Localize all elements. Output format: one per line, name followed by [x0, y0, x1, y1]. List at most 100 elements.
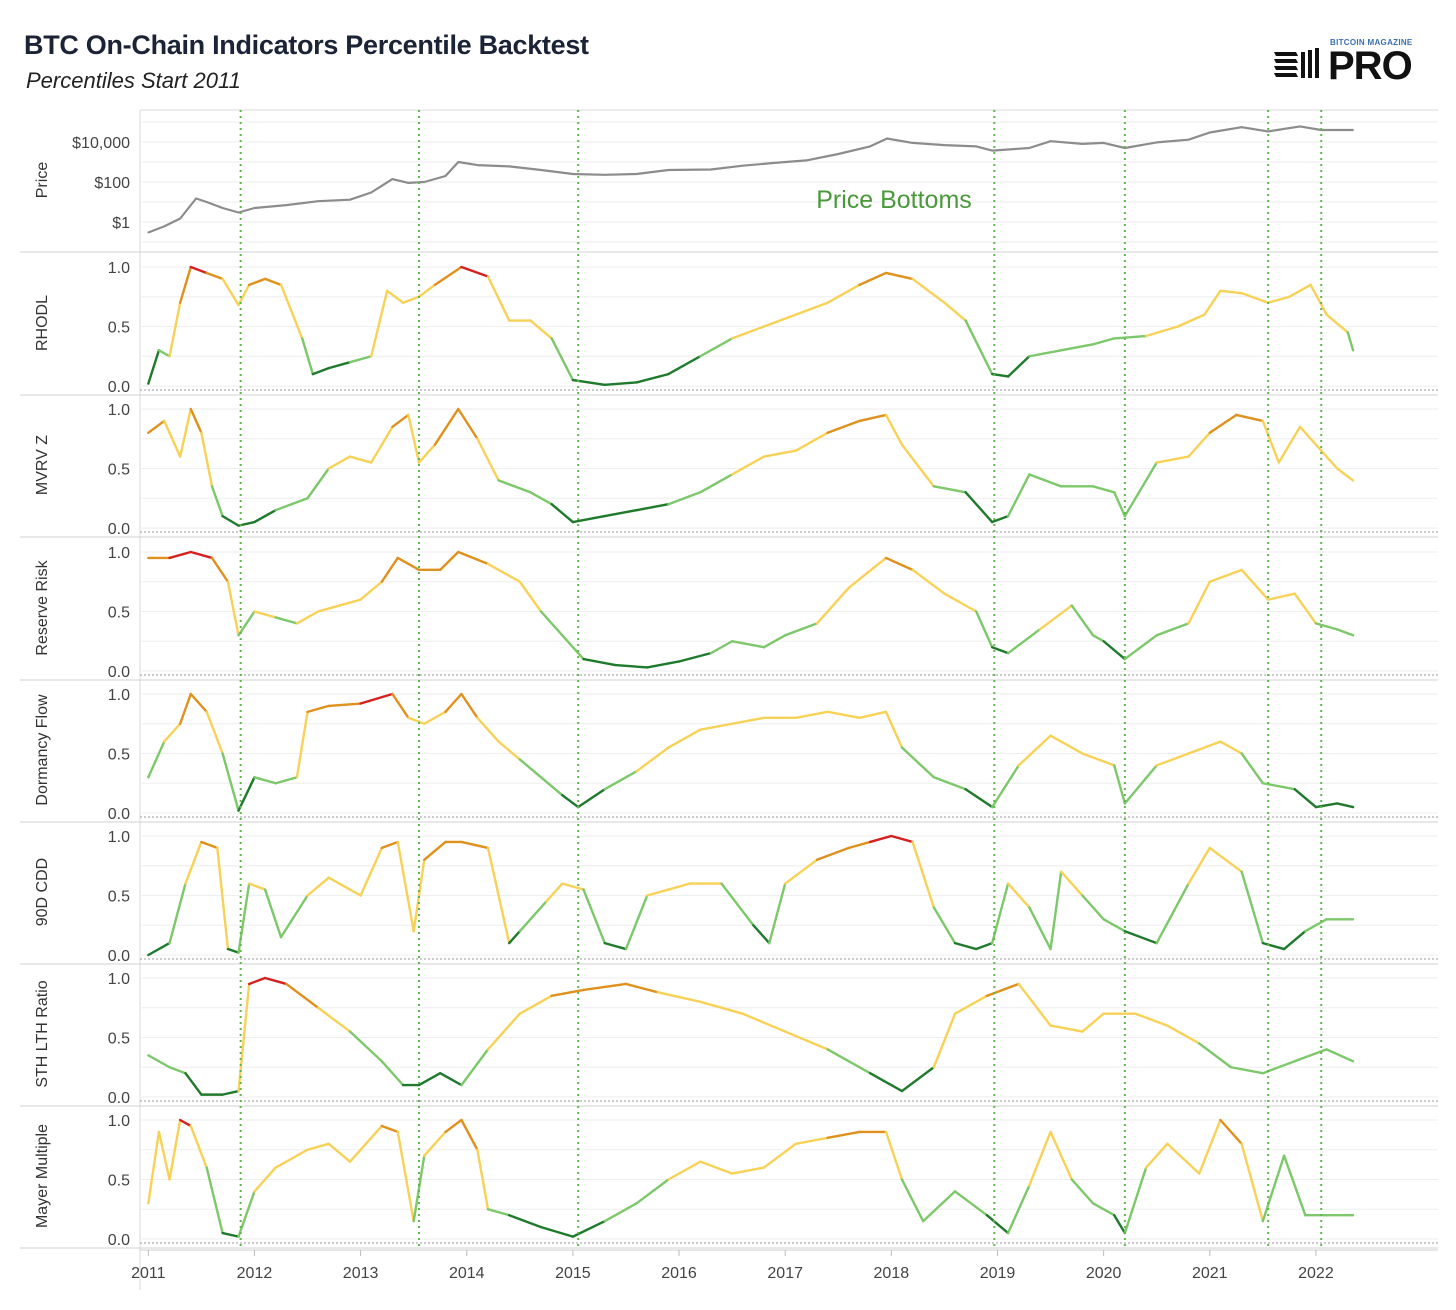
mvrv-z-series-segment [1335, 467, 1355, 482]
rhodl-series-segment [730, 325, 766, 340]
90d-cdd-series-segment [1240, 870, 1265, 945]
mvrv-z-series-segment [571, 514, 606, 524]
mvrv-z-series-segment [348, 455, 373, 464]
price-point [1299, 125, 1301, 128]
panel-label-mayer-multiple: Mayer Multiple [34, 1124, 51, 1228]
90d-cdd-series-segment [247, 882, 267, 891]
mayer-multiple-series-segment [1219, 1118, 1243, 1146]
mayer-multiple-series-segment [205, 1166, 224, 1235]
mayer-multiple-series-segment [444, 1118, 463, 1134]
90d-cdd-series-segment [1006, 882, 1031, 909]
mvrv-z-series-segment [253, 508, 277, 524]
dormancy-flow-series-segment [497, 740, 522, 761]
x-tick-label: 2013 [343, 1265, 379, 1282]
panel-label-reserve-risk: Reserve Risk [34, 559, 51, 655]
rhodl-series-segment [550, 337, 575, 382]
mvrv-z-series-segment [1314, 443, 1339, 470]
rhodl-series-segment [964, 319, 994, 376]
mayer-multiple-series-segment [157, 1130, 171, 1181]
mayer-multiple-series-segment [168, 1118, 182, 1181]
sth-lth-ratio-series-segment [985, 982, 1020, 998]
mayer-multiple-series-segment [1113, 1213, 1127, 1235]
sth-lth-ratio-series-segment [932, 1012, 957, 1069]
price-point [1240, 126, 1243, 129]
90d-cdd-series-segment [423, 840, 447, 861]
rhodl-series-segment [370, 289, 389, 358]
dormancy-flow-series-segment [327, 702, 362, 708]
dormancy-flow-series-segment [1314, 802, 1339, 809]
price-point [635, 173, 638, 175]
rhodl-series-segment [826, 283, 861, 304]
price-point [457, 161, 460, 163]
sth-lth-ratio-series-segment [1134, 1012, 1169, 1027]
price-point [667, 169, 670, 171]
dormancy-flow-series-segment [539, 776, 564, 797]
mvrv-z-series-segment [1123, 461, 1158, 518]
sth-lth-ratio-series-segment [348, 1030, 384, 1063]
rhodl-series-segment [147, 349, 161, 385]
mvrv-z-series-segment [407, 413, 421, 464]
y-tick-label: 0.5 [108, 747, 130, 764]
mayer-multiple-series-segment [380, 1124, 399, 1134]
mayer-multiple-series-segment [147, 1130, 161, 1205]
reserve-risk-series-segment [1155, 622, 1190, 637]
mayer-multiple-series-segment [730, 1166, 766, 1175]
reserve-risk-series-segment [815, 586, 851, 625]
dormancy-flow-series-segment [518, 758, 543, 779]
sth-lth-ratio-series-segment [221, 1089, 240, 1096]
dormancy-flow-series-segment [1293, 788, 1318, 809]
reserve-risk-series-segment [709, 640, 734, 655]
mayer-multiple-series-segment [476, 1148, 490, 1211]
mvrv-z-series-segment [667, 491, 702, 506]
mvrv-z-series-segment [327, 455, 352, 470]
mvrv-z-series-segment [900, 443, 935, 488]
rhodl-series-segment [1309, 283, 1328, 316]
price-point [205, 201, 208, 203]
dormancy-flow-series-segment [1081, 752, 1116, 767]
price-point [508, 165, 511, 168]
90d-cdd-series-segment [1028, 906, 1052, 951]
mayer-multiple-series-segment [508, 1213, 543, 1229]
mayer-multiple-series-segment [306, 1142, 330, 1151]
dormancy-flow-series-segment [900, 746, 935, 779]
rhodl-series-segment [884, 271, 914, 281]
dormancy-flow-series-segment [884, 710, 904, 749]
90d-cdd-series-segment [561, 882, 585, 891]
price-point [476, 164, 479, 166]
chart-subtitle: Percentiles Start 2011 [26, 68, 241, 93]
rhodl-series-segment [327, 361, 352, 370]
90d-cdd-series-segment [508, 930, 522, 945]
reserve-risk-series-segment [1123, 634, 1158, 661]
dormancy-flow-series-segment [964, 788, 994, 809]
dormancy-flow-series-segment [163, 722, 182, 743]
90d-cdd-series-segment [168, 882, 187, 945]
y-tick-label: 0.0 [108, 1232, 130, 1249]
dormancy-flow-series-segment [391, 692, 410, 719]
rhodl-series-segment [205, 271, 224, 281]
90d-cdd-series-segment [890, 834, 914, 844]
x-tick-label: 2021 [1192, 1265, 1228, 1282]
mayer-multiple-series-segment [178, 1118, 192, 1128]
dormancy-flow-series-segment [699, 722, 734, 731]
rhodl-series-segment [157, 349, 171, 358]
price-point [163, 225, 166, 228]
rhodl-series-segment [762, 313, 798, 328]
reserve-risk-series-segment [582, 657, 617, 667]
reserve-risk-series-segment [316, 604, 341, 613]
rhodl-series-segment [1325, 313, 1349, 334]
mvrv-z-series-segment [1113, 491, 1127, 518]
price-point [1081, 143, 1084, 145]
dormancy-flow-series-segment [178, 692, 192, 725]
dormancy-flow-series-segment [221, 752, 240, 812]
price-point [317, 200, 320, 203]
price-point [147, 231, 150, 234]
sth-lth-ratio-series-segment [518, 994, 553, 1015]
reserve-risk-series-segment [274, 616, 299, 625]
90d-cdd-series-segment [327, 876, 362, 897]
price-point [407, 182, 410, 184]
price-point [709, 168, 712, 171]
mayer-multiple-series-segment [699, 1160, 734, 1175]
rhodl-series-segment [1091, 337, 1116, 346]
rhodl-series-segment [603, 381, 638, 387]
dormancy-flow-series-segment [603, 770, 638, 791]
